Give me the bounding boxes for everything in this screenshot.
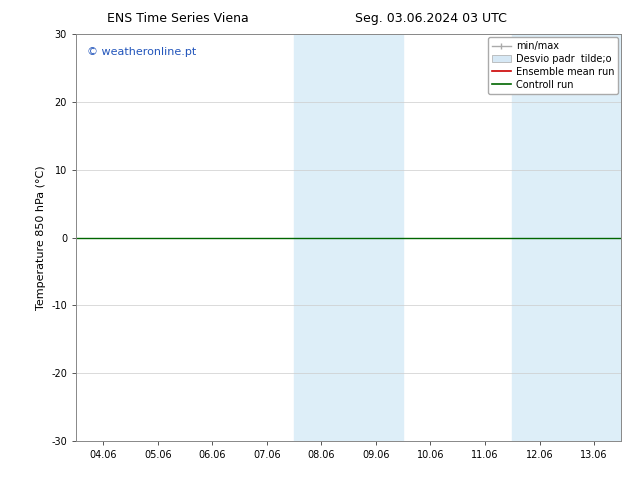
Bar <box>294 34 403 441</box>
Text: © weatheronline.pt: © weatheronline.pt <box>87 47 197 56</box>
Text: Seg. 03.06.2024 03 UTC: Seg. 03.06.2024 03 UTC <box>355 12 507 25</box>
Y-axis label: Temperature 850 hPa (°C): Temperature 850 hPa (°C) <box>36 165 46 310</box>
Legend: min/max, Desvio padr  tilde;o, Ensemble mean run, Controll run: min/max, Desvio padr tilde;o, Ensemble m… <box>488 37 618 94</box>
Bar <box>512 34 621 441</box>
Text: ENS Time Series Viena: ENS Time Series Viena <box>107 12 249 25</box>
